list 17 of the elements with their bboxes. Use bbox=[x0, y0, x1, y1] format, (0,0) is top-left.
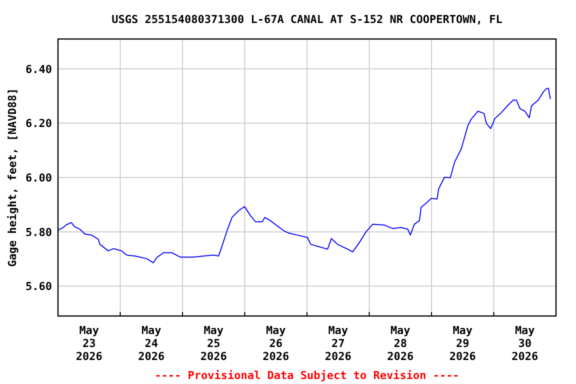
y-tick-label: 5.60 bbox=[26, 280, 52, 294]
y-axis-title: Gage height, feet, [NAVD88] bbox=[6, 88, 19, 267]
x-tick-label: May 29 2026 bbox=[449, 324, 476, 363]
line-series bbox=[58, 88, 551, 264]
chart-title: USGS 255154080371300 L-67A CANAL AT S-152 NR COOPERTOWN, FL bbox=[112, 13, 503, 26]
x-tick-label: May 26 2026 bbox=[262, 324, 290, 363]
y-tick-label: 6.40 bbox=[26, 62, 52, 76]
x-tick-label: May 24 2026 bbox=[138, 324, 165, 363]
x-tick-label: May 30 2026 bbox=[512, 324, 538, 363]
y-tick-label: 5.80 bbox=[26, 226, 52, 239]
y-tick-label: 6.20 bbox=[26, 117, 52, 130]
x-tick-label: May 27 2026 bbox=[324, 324, 352, 363]
x-tick-label: May 28 2026 bbox=[387, 324, 414, 363]
x-tick-label: May 25 2026 bbox=[200, 324, 228, 363]
y-tick-label: 6.00 bbox=[26, 172, 52, 184]
x-tick-label: May 23 2026 bbox=[76, 324, 103, 363]
text: ---- Provisional Data Subject to Revision ---- bbox=[154, 369, 460, 382]
